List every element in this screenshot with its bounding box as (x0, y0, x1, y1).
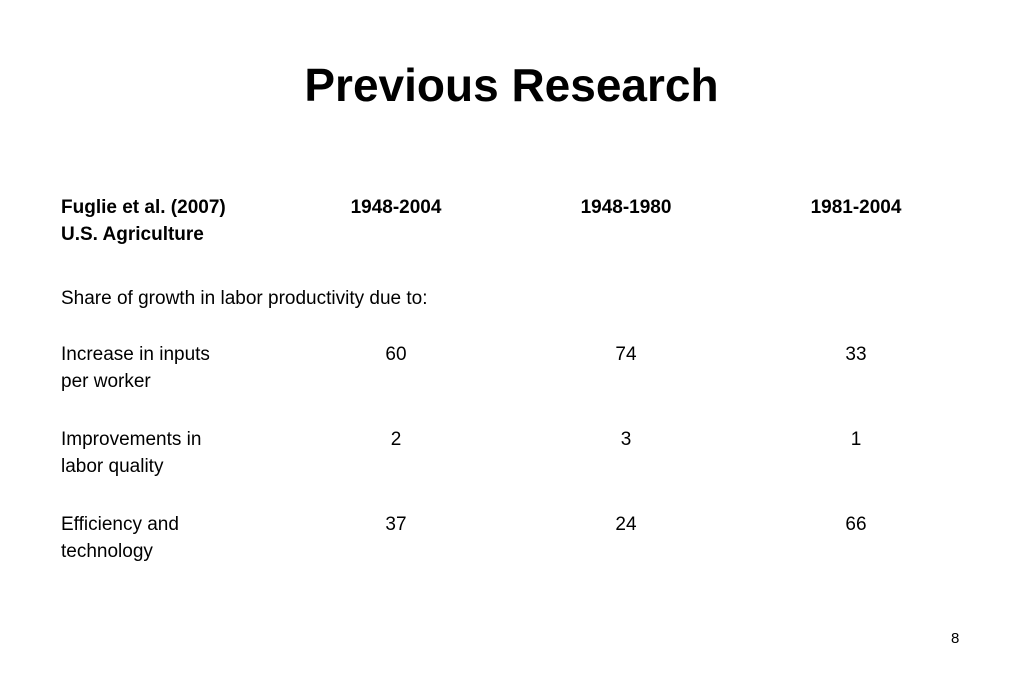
slide-title: Previous Research (304, 59, 719, 111)
cell-value: 66 (845, 514, 867, 535)
column-header: 1948-1980 (580, 197, 672, 218)
header-label: Fuglie et al. (2007) (61, 197, 226, 218)
cell-value: 33 (845, 344, 867, 365)
row-label: Improvements in (61, 429, 202, 450)
header-label: U.S. Agriculture (61, 224, 204, 245)
cell-value: 37 (385, 514, 407, 535)
row-label: per worker (61, 371, 151, 392)
row-label: technology (61, 541, 153, 562)
cell-value: 24 (615, 514, 637, 535)
row-label: labor quality (61, 456, 164, 477)
column-header: 1948-2004 (350, 197, 442, 218)
cell-value: 2 (390, 429, 402, 450)
row-label: Increase in inputs (61, 344, 210, 365)
cell-value: 60 (385, 344, 407, 365)
table-caption: Share of growth in labor productivity du… (61, 288, 428, 309)
cell-value: 1 (850, 429, 862, 450)
cell-value: 74 (615, 344, 637, 365)
column-header: 1981-2004 (810, 197, 902, 218)
cell-value: 3 (620, 429, 632, 450)
page-number: 8 (951, 630, 960, 647)
row-label: Efficiency and (61, 514, 179, 535)
